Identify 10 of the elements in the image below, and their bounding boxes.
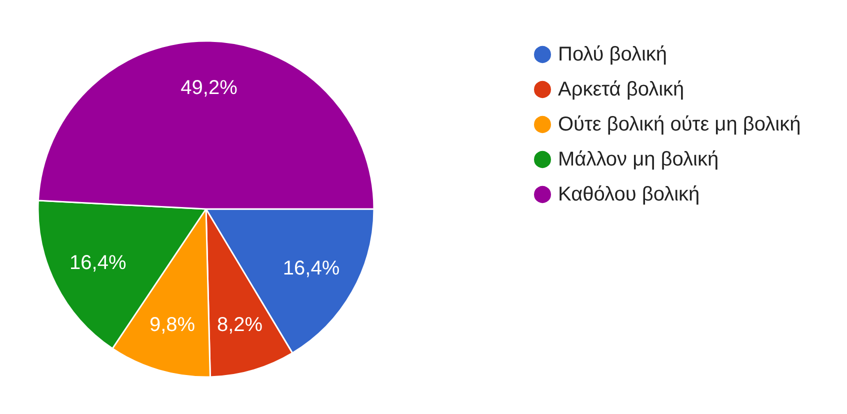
legend-label: Ούτε βολική ούτε μη βολική (558, 114, 801, 136)
data-label: 8,2% (216, 314, 263, 336)
legend-label: Μάλλον μη βολική (558, 148, 719, 170)
legend-label: Αρκετά βολική (558, 78, 684, 100)
data-label: 49,2% (180, 77, 238, 100)
legend-label: Καθόλου βολική (558, 184, 700, 206)
data-label: 16,4% (70, 252, 126, 274)
legend-label: Πολύ βολική (558, 44, 668, 66)
data-label: 9,8% (149, 314, 196, 336)
data-label: 16,4% (282, 258, 340, 280)
